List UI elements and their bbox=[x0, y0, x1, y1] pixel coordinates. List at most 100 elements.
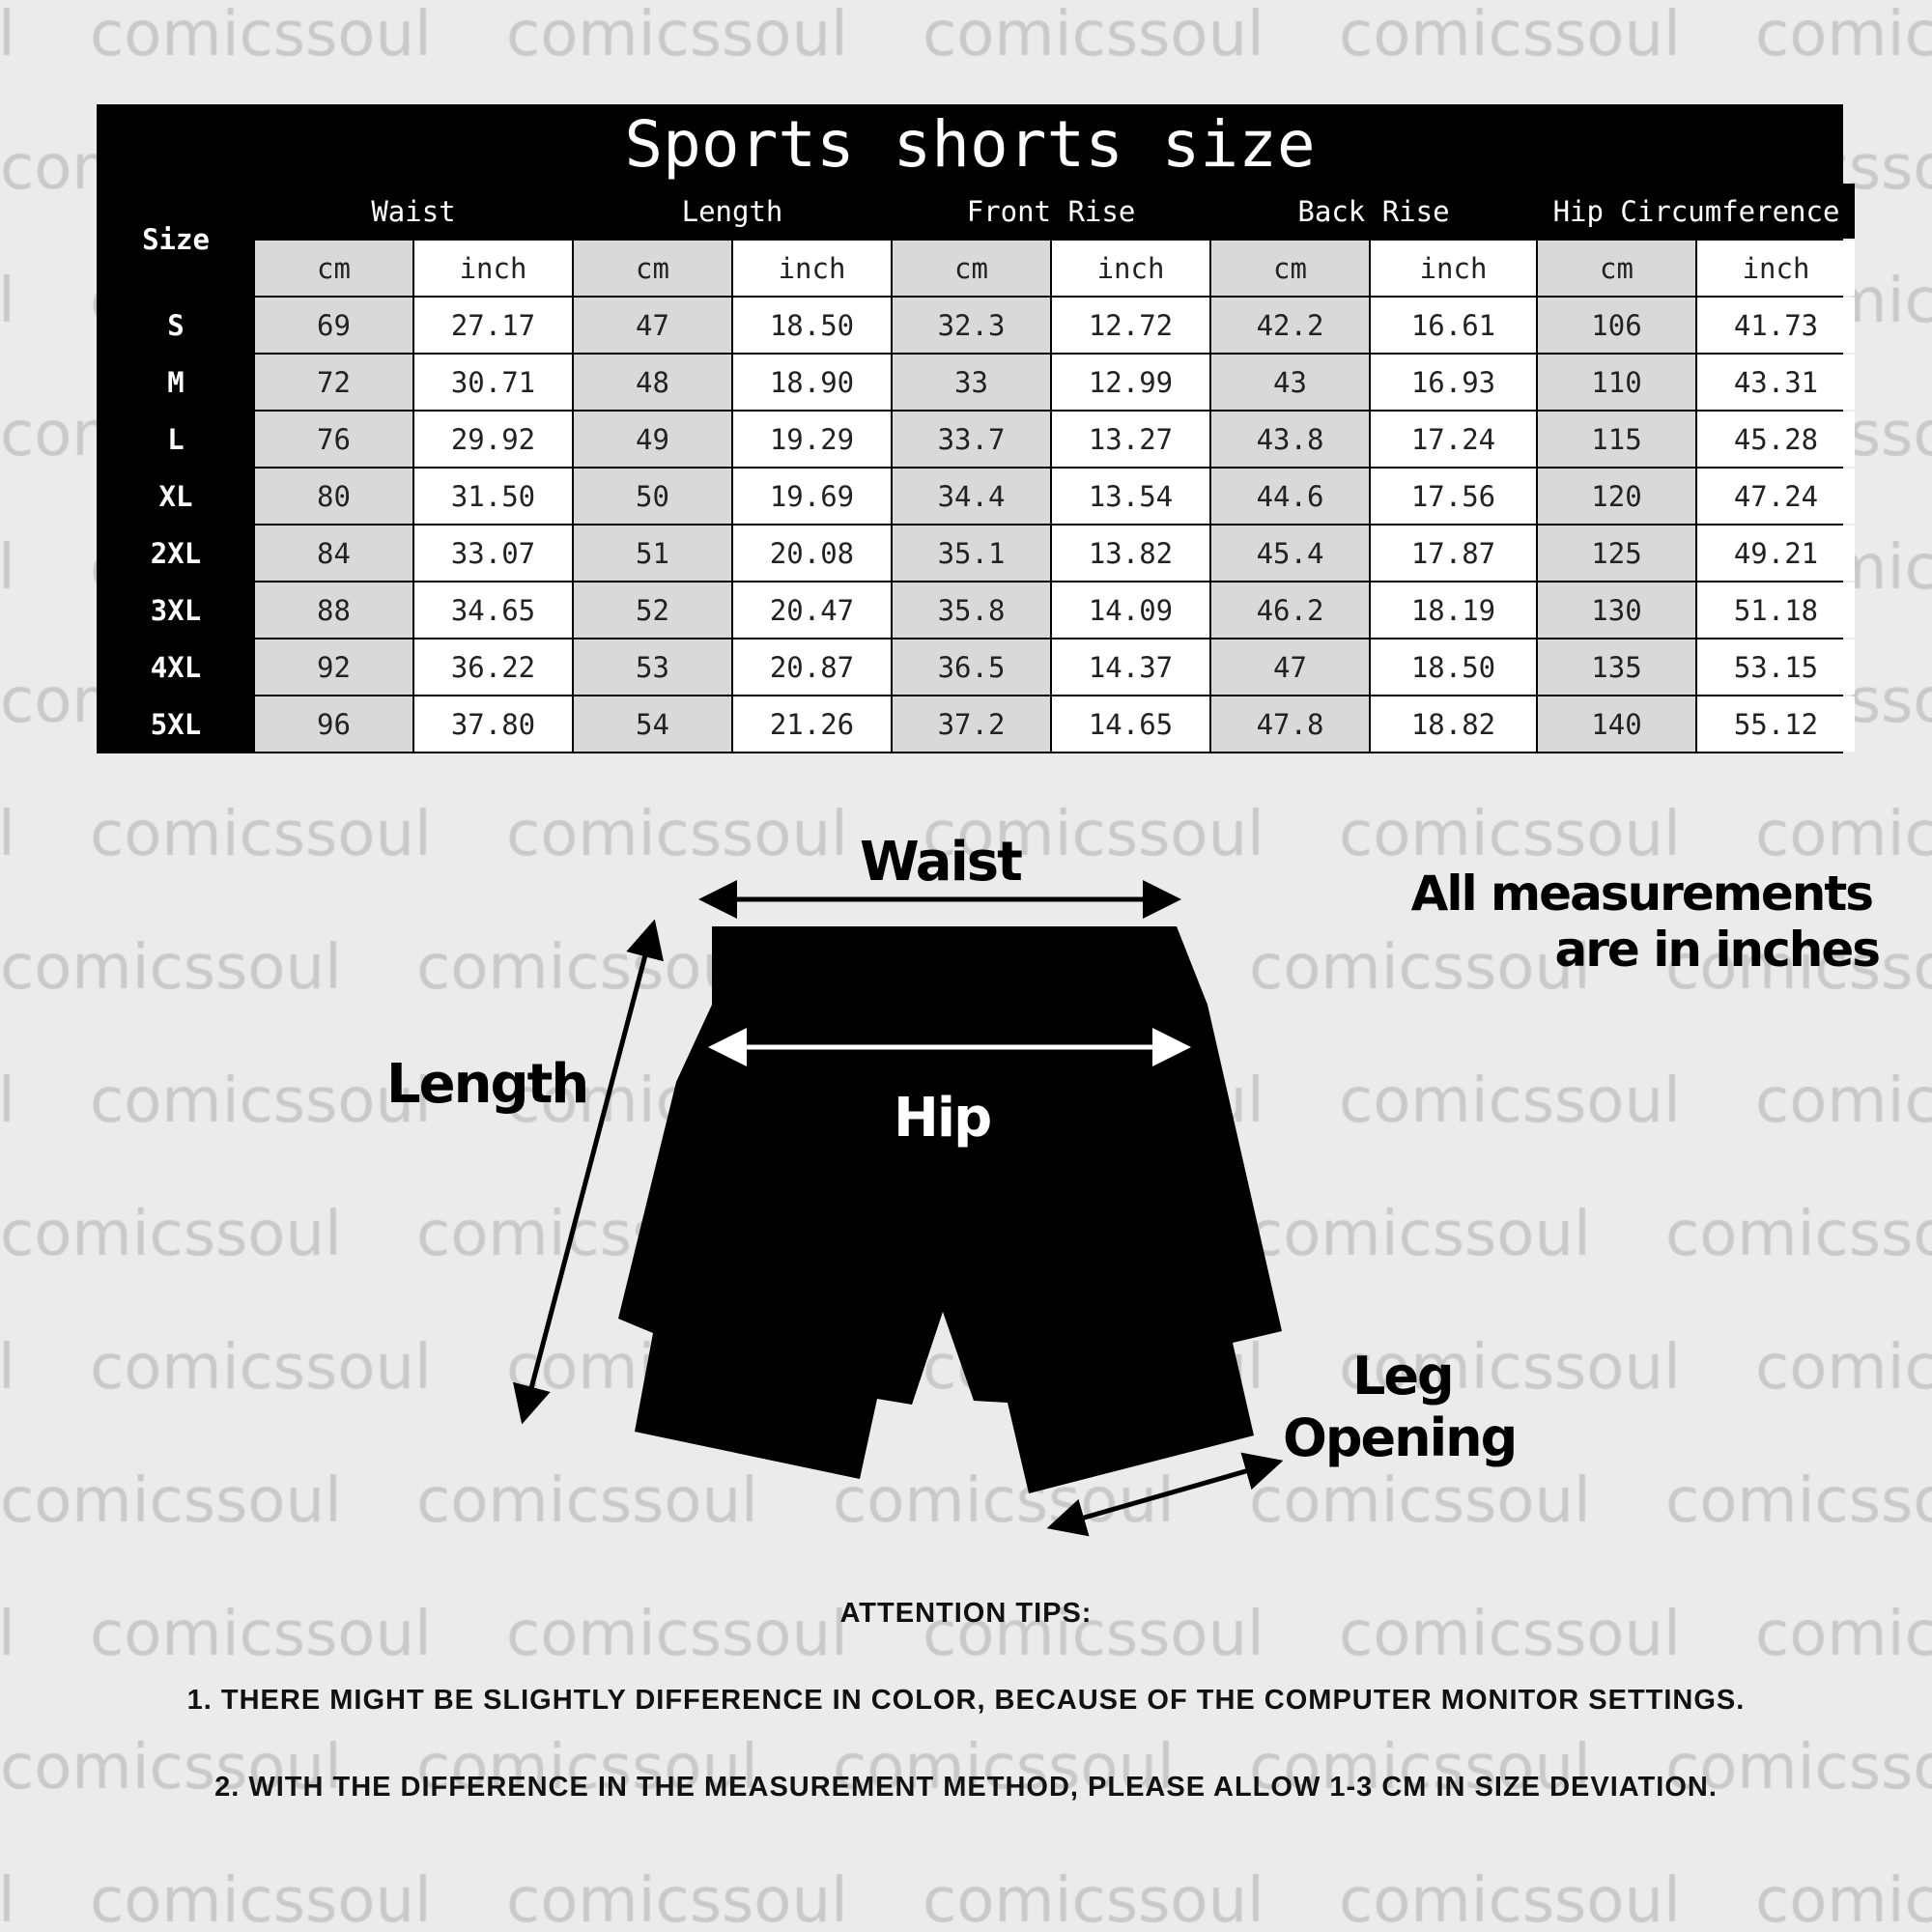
table-cell: 120 bbox=[1538, 469, 1695, 524]
size-cell: M bbox=[99, 355, 253, 410]
table-cell: 125 bbox=[1538, 526, 1695, 581]
table-cell: 44.6 bbox=[1211, 469, 1369, 524]
table-cell: 34.4 bbox=[893, 469, 1050, 524]
size-cell: 2XL bbox=[99, 526, 253, 581]
table-cell: 27.17 bbox=[414, 298, 572, 353]
table-cell: 51 bbox=[574, 526, 731, 581]
table-cell: 50 bbox=[574, 469, 731, 524]
table-cell: 49 bbox=[574, 412, 731, 467]
table-cell: 16.61 bbox=[1371, 298, 1536, 353]
table-cell: 14.65 bbox=[1052, 696, 1209, 752]
table-cell: 80 bbox=[255, 469, 412, 524]
table-cell: 45.28 bbox=[1697, 412, 1855, 467]
column-group-header: Waist bbox=[255, 184, 572, 239]
size-cell: 5XL bbox=[99, 696, 253, 752]
table-cell: 12.99 bbox=[1052, 355, 1209, 410]
table-cell: 20.08 bbox=[733, 526, 891, 581]
size-cell: XL bbox=[99, 469, 253, 524]
column-group-header: Back Rise bbox=[1211, 184, 1536, 239]
table-cell: 19.69 bbox=[733, 469, 891, 524]
table-cell: 18.82 bbox=[1371, 696, 1536, 752]
table-cell: 17.87 bbox=[1371, 526, 1536, 581]
column-group-header: Hip Circumference bbox=[1538, 184, 1855, 239]
tip-2: 2. WITH THE DIFFERENCE IN THE MEASUREMEN… bbox=[214, 1772, 1718, 1803]
length-label: Length bbox=[386, 1053, 589, 1116]
table-cell: 16.93 bbox=[1371, 355, 1536, 410]
table-cell: 30.71 bbox=[414, 355, 572, 410]
table-cell: 19.29 bbox=[733, 412, 891, 467]
table-cell: 33.7 bbox=[893, 412, 1050, 467]
leg-opening-arrow bbox=[1046, 1452, 1284, 1537]
table-cell: 42.2 bbox=[1211, 298, 1369, 353]
table-cell: 49.21 bbox=[1697, 526, 1855, 581]
table-cell: 47.24 bbox=[1697, 469, 1855, 524]
table-cell: 18.19 bbox=[1371, 582, 1536, 638]
unit-header-inch: inch bbox=[733, 241, 891, 296]
table-cell: 14.09 bbox=[1052, 582, 1209, 638]
table-cell: 12.72 bbox=[1052, 298, 1209, 353]
table-cell: 47 bbox=[574, 298, 731, 353]
table-cell: 84 bbox=[255, 526, 412, 581]
table-cell: 92 bbox=[255, 639, 412, 695]
table-cell: 41.73 bbox=[1697, 298, 1855, 353]
size-cell: S bbox=[99, 298, 253, 353]
size-cell: 4XL bbox=[99, 639, 253, 695]
table-cell: 18.50 bbox=[1371, 639, 1536, 695]
table-cell: 72 bbox=[255, 355, 412, 410]
table-cell: 18.90 bbox=[733, 355, 891, 410]
units-note-line2: are in inches bbox=[1554, 922, 1881, 978]
shorts-silhouette bbox=[618, 926, 1282, 1493]
table-cell: 115 bbox=[1538, 412, 1695, 467]
table-cell: 53.15 bbox=[1697, 639, 1855, 695]
table-cell: 140 bbox=[1538, 696, 1695, 752]
tip-1: 1. THERE MIGHT BE SLIGHTLY DIFFERENCE IN… bbox=[186, 1685, 1746, 1716]
table-cell: 36.22 bbox=[414, 639, 572, 695]
table-cell: 135 bbox=[1538, 639, 1695, 695]
column-group-header: Length bbox=[574, 184, 891, 239]
table-cell: 53 bbox=[574, 639, 731, 695]
table-cell: 32.3 bbox=[893, 298, 1050, 353]
table-cell: 35.1 bbox=[893, 526, 1050, 581]
table-cell: 88 bbox=[255, 582, 412, 638]
table-cell: 76 bbox=[255, 412, 412, 467]
table-cell: 37.80 bbox=[414, 696, 572, 752]
table-cell: 17.56 bbox=[1371, 469, 1536, 524]
size-cell: L bbox=[99, 412, 253, 467]
table-cell: 52 bbox=[574, 582, 731, 638]
table-cell: 96 bbox=[255, 696, 412, 752]
table-cell: 14.37 bbox=[1052, 639, 1209, 695]
table-cell: 69 bbox=[255, 298, 412, 353]
table-cell: 37.2 bbox=[893, 696, 1050, 752]
leg-label: Leg bbox=[1352, 1346, 1455, 1406]
unit-header-cm: cm bbox=[574, 241, 731, 296]
tips-heading: ATTENTION TIPS: bbox=[839, 1598, 1093, 1629]
hip-label: Hip bbox=[894, 1087, 992, 1150]
unit-header-cm: cm bbox=[893, 241, 1050, 296]
table-cell: 13.82 bbox=[1052, 526, 1209, 581]
unit-header-inch: inch bbox=[1697, 241, 1855, 296]
table-cell: 20.87 bbox=[733, 639, 891, 695]
table-cell: 47.8 bbox=[1211, 696, 1369, 752]
unit-header-cm: cm bbox=[1538, 241, 1695, 296]
table-cell: 47 bbox=[1211, 639, 1369, 695]
table-cell: 33 bbox=[893, 355, 1050, 410]
table-cell: 106 bbox=[1538, 298, 1695, 353]
waist-label: Waist bbox=[860, 831, 1023, 894]
opening-label: Opening bbox=[1283, 1407, 1518, 1468]
unit-header-cm: cm bbox=[255, 241, 412, 296]
table-cell: 33.07 bbox=[414, 526, 572, 581]
column-group-header: Front Rise bbox=[893, 184, 1209, 239]
table-cell: 46.2 bbox=[1211, 582, 1369, 638]
table-cell: 43 bbox=[1211, 355, 1369, 410]
table-cell: 29.92 bbox=[414, 412, 572, 467]
unit-header-inch: inch bbox=[414, 241, 572, 296]
table-cell: 43.8 bbox=[1211, 412, 1369, 467]
table-cell: 45.4 bbox=[1211, 526, 1369, 581]
table-cell: 34.65 bbox=[414, 582, 572, 638]
table-cell: 31.50 bbox=[414, 469, 572, 524]
table-cell: 20.47 bbox=[733, 582, 891, 638]
unit-header-inch: inch bbox=[1371, 241, 1536, 296]
table-cell: 110 bbox=[1538, 355, 1695, 410]
